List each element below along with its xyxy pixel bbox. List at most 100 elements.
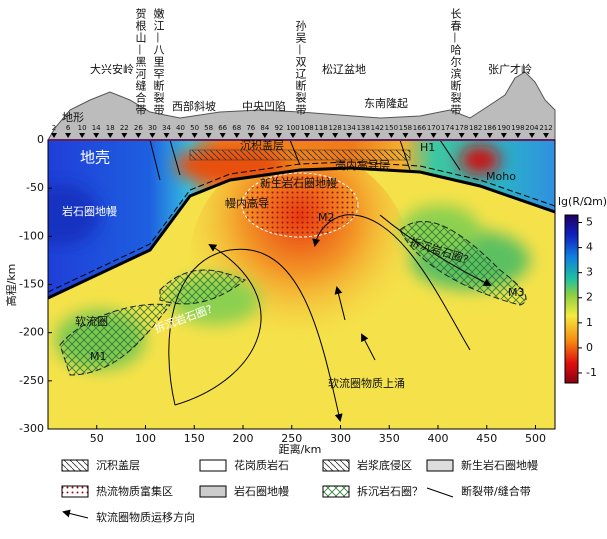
- station-label: 66: [218, 124, 227, 132]
- station-label: 150: [385, 124, 398, 132]
- legend-swatch: [426, 459, 454, 472]
- station: [149, 133, 156, 138]
- station: [374, 133, 381, 138]
- station-label: 134: [343, 124, 357, 132]
- station: [51, 133, 57, 138]
- station-label: 34: [162, 124, 171, 132]
- station: [318, 133, 325, 138]
- station: [233, 133, 240, 138]
- legend-swatch: [426, 487, 454, 498]
- station-label: 76: [246, 124, 255, 132]
- y-tick-label: -50: [26, 181, 44, 194]
- station-label: 58: [204, 124, 213, 132]
- region-label: 中央凹陷: [242, 99, 286, 113]
- station: [416, 133, 423, 138]
- section-label: M3: [508, 286, 525, 299]
- x-tick-label: 250: [281, 432, 302, 445]
- station-label: 6: [66, 124, 71, 132]
- colorbar-tick-label: 3: [586, 266, 593, 279]
- y-tick-label: 0: [37, 133, 44, 146]
- legend: [61, 459, 454, 519]
- station-label: 138: [357, 124, 370, 132]
- legend-swatch: [61, 459, 89, 472]
- station: [261, 133, 268, 138]
- legend-label: 沉积盖层: [96, 458, 140, 472]
- topography: [47, 71, 556, 141]
- station-label: 182: [469, 124, 482, 132]
- fault-label: 嫩江—八里罕断裂带: [152, 7, 165, 116]
- section-label: M1: [90, 350, 107, 363]
- colorbar-tick-label: 1: [586, 316, 593, 329]
- station: [247, 133, 254, 138]
- station-label: 40: [176, 124, 185, 132]
- station: [275, 133, 282, 138]
- station-label: 84: [260, 124, 269, 132]
- section-label: 软流圈物质上涌: [328, 376, 405, 390]
- region-label: 张广才岭: [488, 62, 532, 76]
- y-axis-label: 高程/km: [4, 264, 18, 307]
- section-label: 壳内高导层: [335, 158, 390, 172]
- region-label: 松辽盆地: [322, 62, 366, 76]
- station-label: 18: [106, 124, 115, 132]
- station-label: 100: [286, 124, 299, 132]
- station-label: 92: [274, 124, 283, 132]
- station-label: 128: [328, 124, 341, 132]
- station: [500, 133, 507, 138]
- station: [289, 133, 296, 138]
- station-label: 212: [539, 124, 552, 132]
- region-label: 地形: [62, 111, 84, 124]
- x-tick-label: 500: [525, 432, 546, 445]
- legend-label: 热流物质富集区: [96, 484, 173, 498]
- legend-swatch: [199, 459, 227, 472]
- station: [79, 133, 86, 138]
- legend-label: 岩石圈地幔: [234, 484, 289, 498]
- station: [304, 133, 311, 138]
- station-label: 30: [148, 124, 157, 132]
- station-label: 158: [399, 124, 412, 132]
- x-tick-label: 200: [233, 432, 254, 445]
- station: [191, 133, 198, 138]
- x-tick-label: 350: [379, 432, 400, 445]
- y-tick-label: -200: [19, 326, 44, 339]
- legend-label: 软流圈物质运移方向: [96, 510, 195, 524]
- station-label: 118: [314, 124, 327, 132]
- station-label: 204: [525, 124, 539, 132]
- legend-label: 岩浆底侵区: [357, 458, 412, 472]
- station: [514, 133, 521, 138]
- station: [458, 133, 465, 138]
- station-label: 166: [413, 124, 427, 132]
- station-label: 108: [300, 124, 313, 132]
- region-label: 大兴安岭: [90, 62, 134, 76]
- station-label: 14: [92, 124, 101, 132]
- station: [388, 133, 395, 138]
- section-label: 幔内高导: [225, 196, 269, 210]
- x-axis-label: 距离/km: [279, 442, 322, 456]
- y-tick-label: -250: [19, 374, 44, 387]
- station: [121, 133, 128, 138]
- legend-label: 新生岩石圈地幔: [461, 458, 538, 472]
- region-label: 东南隆起: [364, 96, 408, 110]
- y-tick-label: -100: [19, 229, 44, 242]
- station-label: 190: [497, 124, 510, 132]
- section-label: H1: [420, 141, 435, 154]
- colorbar-label: lg(R/Ωm): [558, 195, 607, 208]
- x-tick-label: 400: [428, 432, 449, 445]
- station: [543, 133, 549, 138]
- legend-swatch: [61, 485, 89, 498]
- section-label: M2: [318, 211, 335, 224]
- station: [135, 133, 142, 138]
- colorbar-tick-label: 4: [586, 241, 593, 254]
- station: [444, 133, 451, 138]
- legend-label: 断裂带/缝合带: [461, 484, 531, 498]
- y-tick-label: -150: [19, 278, 44, 291]
- station-label: 22: [120, 124, 129, 132]
- y-tick-label: -300: [19, 422, 44, 435]
- legend-swatch: [322, 459, 350, 472]
- station: [107, 133, 114, 138]
- x-tick-label: 50: [90, 432, 104, 445]
- colorbar: [564, 214, 579, 384]
- colorbar-tick-label: -1: [586, 366, 597, 379]
- x-tick-label: 150: [184, 432, 205, 445]
- legend-label: 拆沉岩石圈？: [357, 484, 423, 498]
